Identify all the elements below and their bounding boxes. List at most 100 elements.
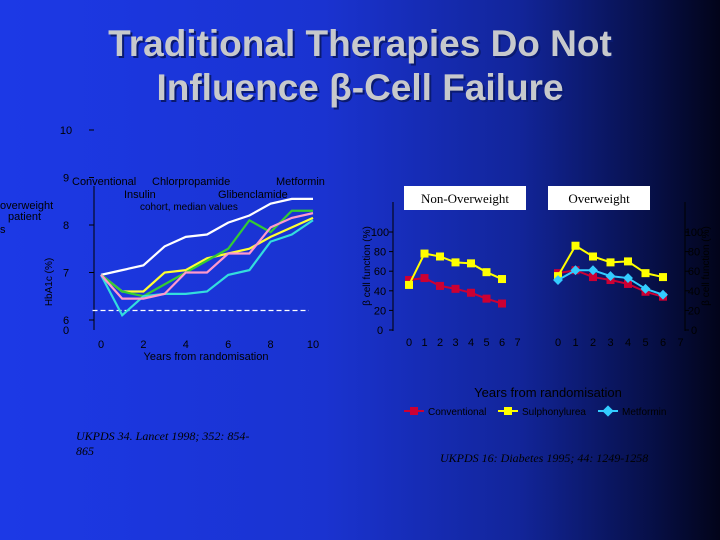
hba1c-xlabel: Years from randomisation <box>144 351 269 363</box>
beta-non-overweight-point-sulphonylurea <box>467 259 475 268</box>
beta-ylabel-right: β cell function (%) <box>701 226 712 306</box>
subnote: cohort, median values <box>140 202 238 213</box>
beta-overweight-point-sulphonylurea <box>624 257 632 266</box>
beta-overweight-point-metformin <box>605 271 616 282</box>
legend-marker-metformin <box>602 405 614 417</box>
beta-non-overweight-x-tick-label: 7 <box>514 337 520 349</box>
beta-left-y-tick-label: 0 <box>377 325 383 337</box>
hba1c-y-tick-label-zero: 0 <box>63 325 69 337</box>
legend-label-sulphonylurea: Sulphonylurea <box>522 407 586 418</box>
beta-overweight-x-tick-label: 0 <box>555 337 561 349</box>
beta-left-y-tick-label: 80 <box>374 247 386 259</box>
cut-label-patient: patient <box>8 211 41 223</box>
beta-overweight-point-metformin <box>588 265 598 276</box>
beta-overweight-point-sulphonylurea <box>641 269 650 278</box>
panel-title-box-overweight <box>548 186 650 210</box>
beta-left-y-tick-label: 20 <box>374 305 386 317</box>
beta-left-y-tick-label: 100 <box>371 227 389 239</box>
beta-non-overweight-point-sulphonylurea <box>405 280 413 289</box>
beta-right-y-tick-label: 80 <box>688 247 700 259</box>
legend-chlorpropamide: Chlorpropamide <box>152 176 230 188</box>
beta-non-overweight-x-tick-label: 1 <box>421 337 427 349</box>
legend-marker-sulphonylurea <box>504 407 512 415</box>
slide-title: Traditional Therapies Do Not Influence β… <box>0 22 720 110</box>
beta-non-overweight-x-tick-label: 3 <box>452 337 458 349</box>
beta-right-y-tick-label: 0 <box>691 325 697 337</box>
beta-overweight-point-conventional <box>624 279 632 288</box>
citation-right: UKPDS 16: Diabetes 1995; 44: 1249-1258 <box>440 451 648 465</box>
beta-overweight-x-tick-label: 1 <box>572 337 578 349</box>
beta-overweight-point-sulphonylurea <box>571 241 580 250</box>
title-line-2: Influence β-Cell Failure <box>156 67 564 108</box>
hba1c-y-tick-label: 9 <box>63 173 69 185</box>
hba1c-y-tick-label: 10 <box>60 125 72 137</box>
panel-title-overweight: Overweight <box>568 191 630 206</box>
hba1c-series-chlorpropamide <box>100 216 314 293</box>
beta-non-overweight-x-tick-label: 6 <box>499 337 505 349</box>
hba1c-y-tick-label: 6 <box>63 315 69 327</box>
beta-non-overweight-point-conventional <box>436 281 444 290</box>
hba1c-x-tick-label: 6 <box>225 339 231 351</box>
legend-label-conventional: Conventional <box>428 407 486 418</box>
beta-non-overweight-point-sulphonylurea <box>420 249 429 258</box>
beta-overweight-point-sulphonylurea <box>659 273 667 282</box>
beta-left-y-tick-label: 40 <box>374 286 386 298</box>
hba1c-x-tick-label: 0 <box>98 339 104 351</box>
beta-non-overweight-point-conventional <box>451 284 460 293</box>
left-panel: overweight patient s Conventional Chlorp… <box>0 176 325 458</box>
beta-overweight-x-tick-label: 4 <box>625 337 631 349</box>
beta-overweight-x-tick-label: 5 <box>642 337 648 349</box>
legend-label-metformin: Metformin <box>622 407 666 418</box>
beta-overweight-point-metformin <box>640 283 651 294</box>
beta-left-y-tick-label: 60 <box>374 266 386 278</box>
panel-title-box-non-overweight <box>404 186 526 210</box>
hba1c-y-tick-label: 8 <box>63 220 69 232</box>
panel-title-non-overweight: Non-Overweight <box>421 191 509 206</box>
right-panel: Non-Overweight Overweight β cell functio… <box>362 186 712 465</box>
beta-overweight-x-tick-label: 7 <box>677 337 683 349</box>
beta-ylabel-left: β cell function (%) <box>362 226 373 306</box>
beta-overweight-x-tick-label: 6 <box>660 337 666 349</box>
legend-conventional: Conventional <box>72 176 136 188</box>
beta-non-overweight-point-sulphonylurea <box>498 275 506 284</box>
beta-right-y-tick-label: 60 <box>688 266 700 278</box>
beta-overweight-point-conventional <box>589 273 597 282</box>
beta-non-overweight-point-conventional <box>498 299 506 308</box>
beta-non-overweight-point-sulphonylurea <box>436 252 444 261</box>
beta-non-overweight-x-tick-label: 2 <box>437 337 443 349</box>
beta-overweight-point-sulphonylurea <box>606 258 615 267</box>
beta-non-overweight-point-sulphonylurea <box>451 258 460 267</box>
title-line-1: Traditional Therapies Do Not <box>108 23 612 64</box>
legend-marker-conventional <box>410 407 418 415</box>
hba1c-series-insulin <box>100 219 314 318</box>
beta-non-overweight-x-tick-label: 0 <box>406 337 412 349</box>
beta-non-overweight-x-tick-label: 4 <box>468 337 474 349</box>
beta-overweight-point-metformin <box>623 273 633 284</box>
beta-overweight-x-tick-label: 3 <box>607 337 613 349</box>
cut-label-overweight: overweight <box>0 200 53 212</box>
hba1c-x-tick-label: 10 <box>307 339 319 351</box>
beta-right-y-tick-label: 100 <box>685 227 703 239</box>
hba1c-ylabel: HbA1c (%) <box>44 258 55 306</box>
beta-non-overweight-point-conventional <box>467 288 475 297</box>
hba1c-series-glibenclamide <box>100 212 314 300</box>
legend-insulin: Insulin <box>124 189 156 201</box>
citation-left-2: 865 <box>76 444 94 458</box>
legend-metformin: Metformin <box>276 176 325 188</box>
cut-label-s: s <box>0 224 6 236</box>
beta-non-overweight-point-conventional <box>420 274 429 283</box>
beta-overweight-x-tick-label: 2 <box>590 337 596 349</box>
beta-right-y-tick-label: 40 <box>688 286 700 298</box>
hba1c-x-tick-label: 4 <box>183 339 189 351</box>
beta-overweight-point-metformin <box>570 265 581 276</box>
citation-left-1: UKPDS 34. Lancet 1998; 352: 854- <box>76 429 249 443</box>
beta-non-overweight-point-conventional <box>405 276 413 285</box>
legend-glibenclamide: Glibenclamide <box>218 189 288 201</box>
beta-overweight-point-metformin <box>658 289 668 300</box>
hba1c-y-tick-label: 7 <box>63 268 69 280</box>
hba1c-x-tick-label: 8 <box>268 339 274 351</box>
beta-overweight-point-sulphonylurea <box>589 252 597 261</box>
beta-non-overweight-point-conventional <box>482 294 491 303</box>
